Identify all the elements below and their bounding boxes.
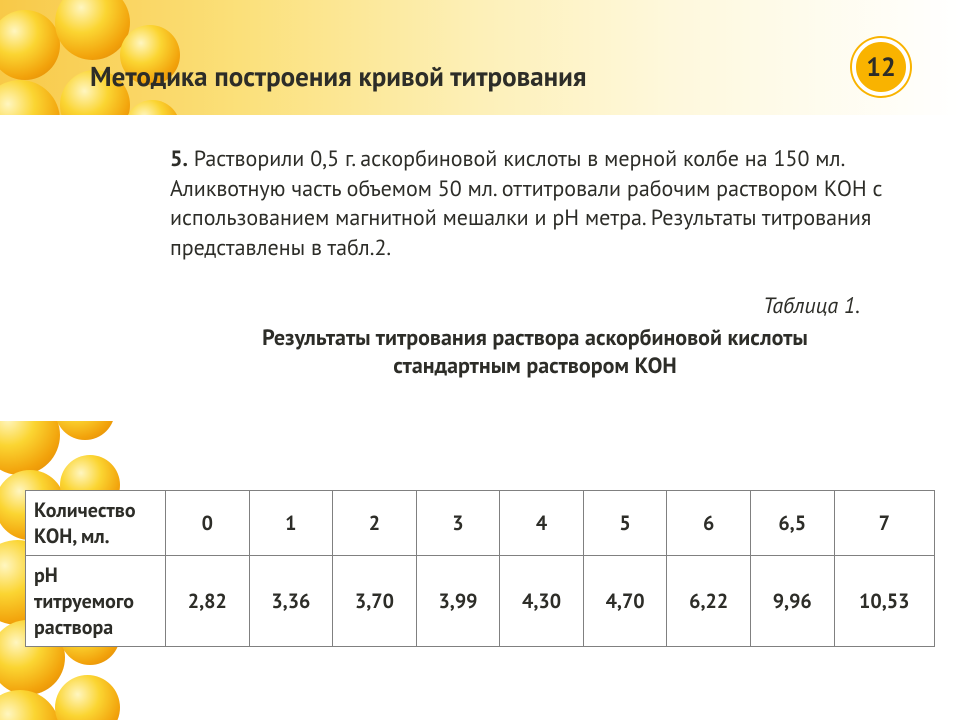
paragraph: 5. Растворили 0,5 г. аскорбиновой кислот…: [170, 145, 900, 264]
paragraph-lead: 5.: [170, 145, 188, 173]
table-label: Таблица 1.: [170, 292, 900, 320]
table-cell: 4,70: [583, 556, 667, 647]
table-row: pH титруемого раствора 2,82 3,36 3,70 3,…: [26, 556, 935, 647]
table-cell: 3,99: [416, 556, 500, 647]
table-cell: 6: [667, 491, 751, 556]
paragraph-text: Растворили 0,5 г. аскорбиновой кислоты в…: [170, 145, 882, 262]
table-cell: 9,96: [750, 556, 834, 647]
table-cell: 6,5: [750, 491, 834, 556]
table-cell: 10,53: [834, 556, 935, 647]
table-cell: 4: [500, 491, 584, 556]
page-title: Методика построения кривой титрования: [90, 60, 586, 94]
table-cell: 2: [333, 491, 417, 556]
table-cell: 3,36: [249, 556, 333, 647]
row-header-koh: Количество КОН, мл.: [26, 491, 166, 556]
table-caption: Результаты титрования раствора аскорбино…: [170, 324, 900, 381]
titration-table: Количество КОН, мл. 0 1 2 3 4 5 6 6,5 7 …: [25, 490, 935, 647]
table-cell: 5: [583, 491, 667, 556]
table-row: Количество КОН, мл. 0 1 2 3 4 5 6 6,5 7: [26, 491, 935, 556]
table-cell: 3,70: [333, 556, 417, 647]
table-cell: 0: [166, 491, 250, 556]
row-header-ph: pH титруемого раствора: [26, 556, 166, 647]
title-bar: Методика построения кривой титрования: [90, 50, 770, 104]
slide-content: Методика построения кривой титрования 12…: [0, 0, 960, 720]
page-number: 12: [866, 51, 895, 84]
table-cell: 3: [416, 491, 500, 556]
table-cell: 7: [834, 491, 935, 556]
table-cell: 1: [249, 491, 333, 556]
page-number-badge: 12: [852, 38, 910, 96]
table-cell: 6,22: [667, 556, 751, 647]
body-area: 5. Растворили 0,5 г. аскорбиновой кислот…: [0, 115, 960, 421]
table-cell: 4,30: [500, 556, 584, 647]
table-cell: 2,82: [166, 556, 250, 647]
